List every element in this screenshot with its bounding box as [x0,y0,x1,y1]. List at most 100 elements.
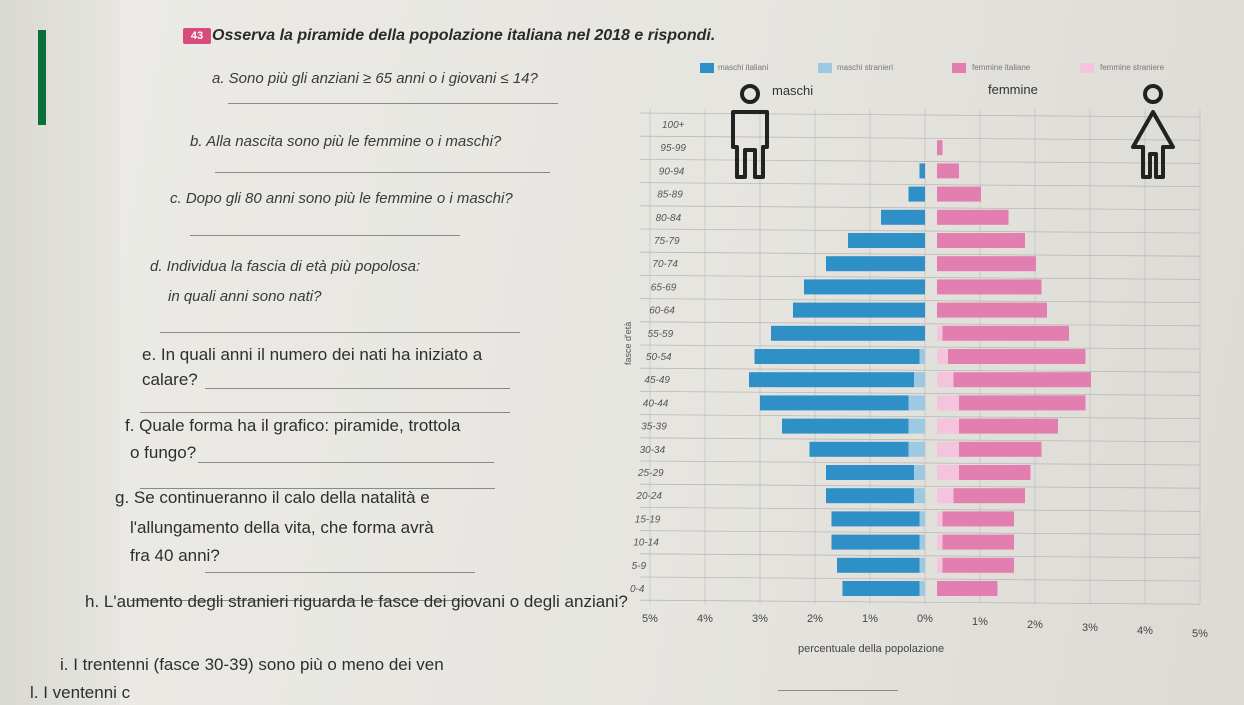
bar-maschi-italiani [793,302,925,318]
page-margin [0,0,120,705]
grid-line [639,205,1201,211]
x-tick-label: 3% [752,613,768,625]
bar-femmine-italiane [937,186,981,202]
bar-maschi-italiani [826,465,914,480]
bar-maschi-italiani [771,325,925,341]
grid-line [639,367,1201,373]
question-e-line1: e. In quali anni il numero dei nati ha i… [142,345,483,364]
bar-femmine-italiane [937,302,1047,318]
x-tick-label: 3% [1082,622,1098,634]
bar-femmine-italiane [959,395,1086,411]
answer-line-a[interactable] [228,103,558,104]
bar-maschi-stranieri [914,488,925,504]
grid-line [639,483,1201,489]
age-label: 80-84 [656,213,682,224]
bar-femmine-italiane [942,511,1014,527]
bar-maschi-italiani [782,418,909,434]
bar-femmine-italiane [937,233,1025,248]
question-f-line2: o fungo? [130,443,197,462]
age-label: 0-4 [630,584,645,595]
grid-line [639,553,1201,559]
question-i: i. I trentenni (fasce 30-39) sono più o … [60,655,444,674]
answer-line-f[interactable] [198,462,494,463]
bar-maschi-stranieri [908,395,925,411]
age-label: 90-94 [659,166,685,177]
grid-line [639,391,1201,396]
bar-femmine-straniere [937,511,943,527]
bar-femmine-straniere [937,395,959,411]
age-label: 75-79 [654,236,680,247]
age-label: 85-89 [657,190,683,201]
bar-femmine-italiane [937,163,959,179]
age-label: 15-19 [635,514,661,525]
bar-maschi-stranieri [919,557,925,573]
age-label: 45-49 [644,375,670,386]
bar-maschi-stranieri [908,441,925,457]
age-label: 70-74 [652,259,678,270]
bar-maschi-italiani [837,557,920,573]
bar-femmine-straniere [937,372,954,388]
answer-line-b[interactable] [215,172,550,173]
bar-femmine-straniere [937,325,943,341]
x-tick-label: 1% [862,613,878,625]
margin-marker [38,30,46,125]
bar-femmine-straniere [937,488,954,504]
label-maschi: maschi [772,83,814,98]
x-tick-label: 0% [917,613,933,625]
answer-line-g2[interactable] [130,600,475,601]
bar-femmine-italiane [948,349,1086,364]
population-pyramid-chart: 100+ 95-99 90-94 85-89 80-84 75-79 70-74 65-69 6… [600,55,1220,660]
bar-femmine-straniere [937,349,948,364]
age-label: 10-14 [633,538,659,549]
bar-maschi-italiani [831,511,920,527]
age-label: 65-69 [651,282,677,293]
answer-line-c[interactable] [190,235,460,236]
grid-line [639,251,1201,257]
bar-maschi-italiani [881,209,925,225]
grid-line [639,530,1201,535]
x-tick-label: 4% [697,613,713,625]
x-tick-label: 2% [1027,619,1043,631]
bar-maschi-stranieri [914,465,925,480]
legend-swatch-maschi-stranieri [818,63,832,73]
question-b: b. Alla nascita sono più le femmine o i … [190,133,502,150]
answer-line-f2[interactable] [140,488,495,489]
legend-femmine-italiane: femmine italiane [972,63,1031,72]
age-label: 50-54 [646,352,672,363]
age-label: 25-29 [637,468,664,479]
bar-maschi-italiani [809,441,909,457]
bar-maschi-stranieri [914,372,925,388]
answer-line-e[interactable] [205,388,510,389]
answer-line-h[interactable] [778,690,898,691]
bar-femmine-italiane [937,140,943,156]
question-l: l. I ventenni c [30,683,131,702]
answer-line-g[interactable] [205,572,475,573]
age-label: 30-34 [640,445,666,456]
age-label: 35-39 [641,422,667,433]
bar-maschi-italiani [754,349,920,364]
grid-line [639,507,1201,512]
bar-femmine-italiane [937,581,998,596]
question-c: c. Dopo gli 80 anni sono più le femmine … [170,190,513,207]
bar-maschi-italiani [842,581,920,596]
question-e-line2: calare? [142,370,198,389]
bar-maschi-italiani [826,488,914,504]
question-g-line1: g. Se continueranno il calo della natali… [115,488,430,507]
age-label: 40-44 [643,398,669,409]
grid-line [639,159,1201,164]
answer-line-d[interactable] [160,332,520,333]
age-label: 100+ [662,120,685,131]
bar-femmine-italiane [959,441,1042,457]
bar-femmine-italiane [942,534,1014,550]
exercise-title: Osserva la piramide della popolazione it… [212,27,716,44]
answer-line-e2[interactable] [140,412,510,413]
grid-line [639,437,1201,443]
grid-line [639,182,1201,187]
bar-maschi-italiani [848,233,925,248]
bar-maschi-italiani [760,395,909,411]
grid-line [639,414,1201,419]
grid-line [639,275,1201,280]
legend-swatch-femmine-italiane [952,63,966,73]
grid-line [639,321,1201,327]
question-d-line1: d. Individua la fascia di età più popolo… [150,258,421,275]
